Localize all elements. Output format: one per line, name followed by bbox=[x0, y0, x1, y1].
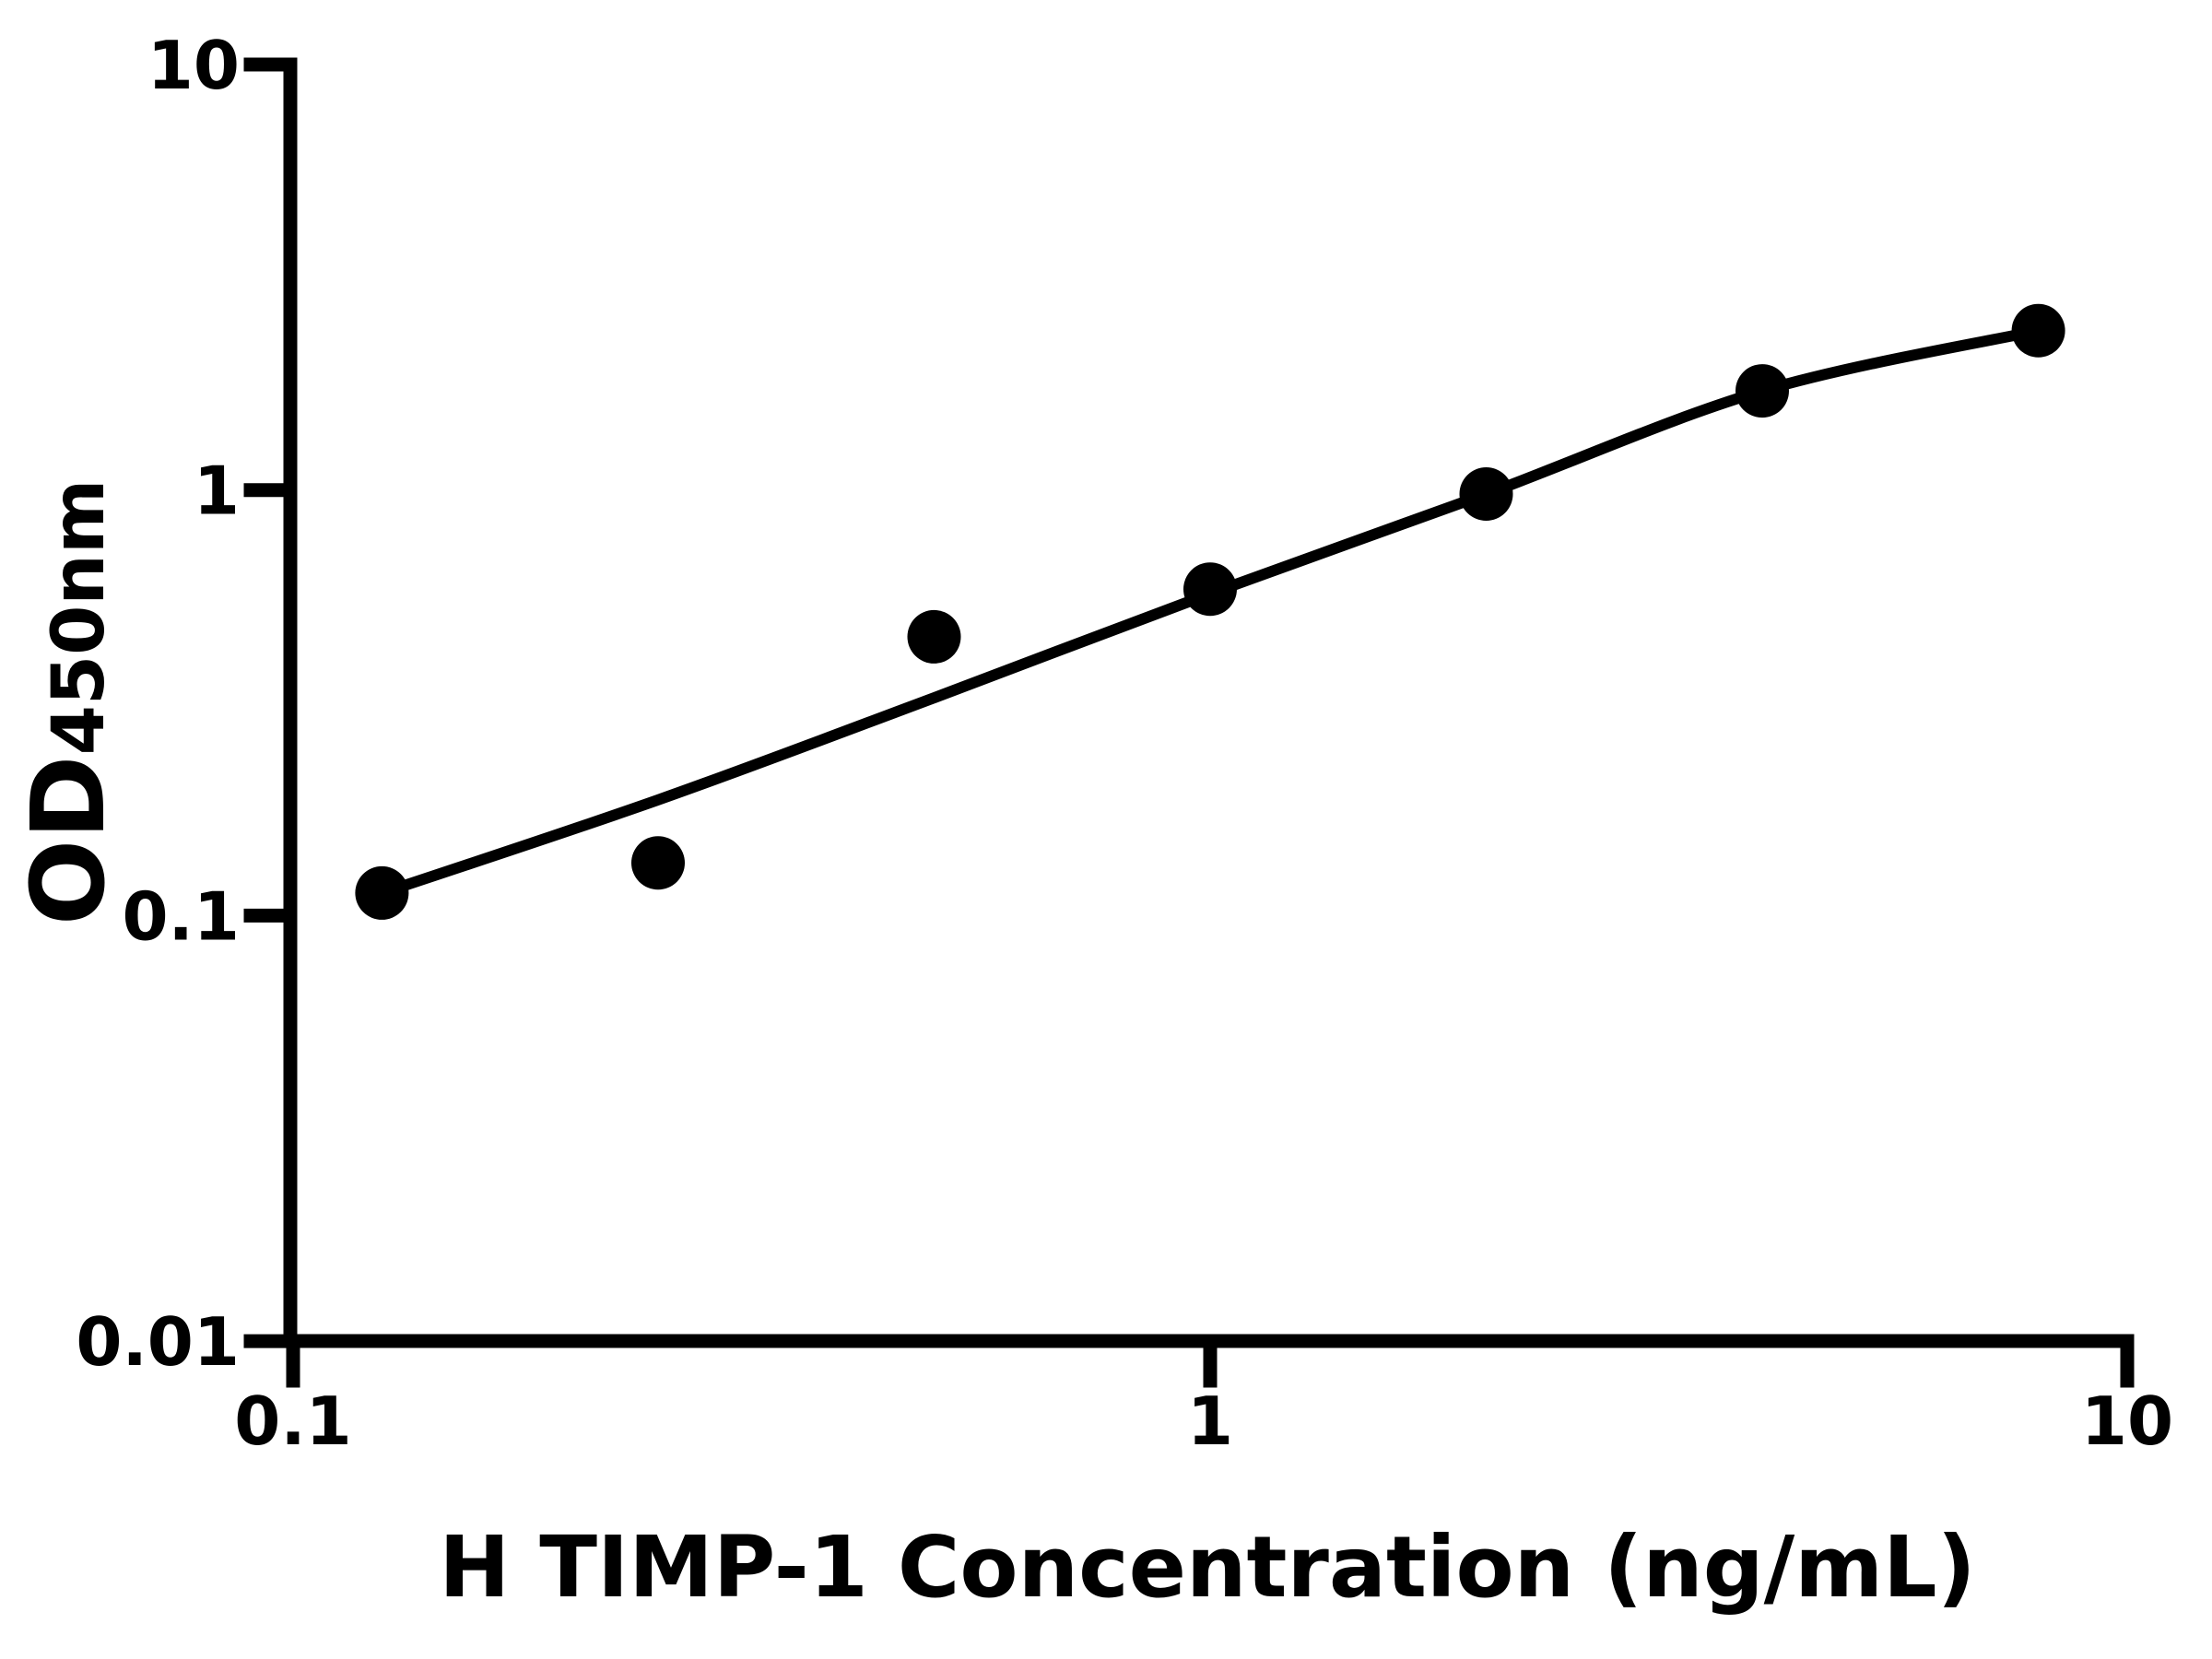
y-axis-ticks bbox=[243, 57, 291, 1348]
y-tick-label: 10 bbox=[147, 27, 240, 104]
x-tick-label: 0.1 bbox=[234, 1382, 352, 1460]
data-point bbox=[1735, 364, 1789, 418]
y-axis-title-main: OD bbox=[9, 755, 127, 925]
data-point bbox=[907, 609, 961, 664]
x-axis-tick-labels: 0.1 1 10 bbox=[234, 1382, 2173, 1460]
x-axis-ticks bbox=[286, 1341, 2135, 1388]
axes bbox=[283, 57, 2135, 1348]
y-axis-title-sub: 450nm bbox=[38, 479, 121, 756]
data-point bbox=[355, 865, 409, 920]
y-tick-label: 1 bbox=[194, 453, 240, 530]
y-axis-title: OD450nm bbox=[9, 479, 127, 925]
y-tick-label: 0.01 bbox=[76, 1303, 240, 1381]
data-point bbox=[1459, 467, 1513, 521]
data-point bbox=[631, 836, 685, 890]
x-tick-label: 1 bbox=[1187, 1382, 1233, 1460]
y-tick-label: 0.1 bbox=[122, 877, 240, 955]
x-tick-label: 10 bbox=[2081, 1382, 2173, 1460]
data-point bbox=[2011, 303, 2065, 358]
x-axis-title: H TIMP-1 Concentration (ng/mL) bbox=[439, 1518, 1975, 1617]
y-axis-tick-labels: 10 1 0.1 0.01 bbox=[76, 27, 240, 1381]
data-point bbox=[1183, 562, 1237, 617]
data-points bbox=[355, 303, 2065, 920]
